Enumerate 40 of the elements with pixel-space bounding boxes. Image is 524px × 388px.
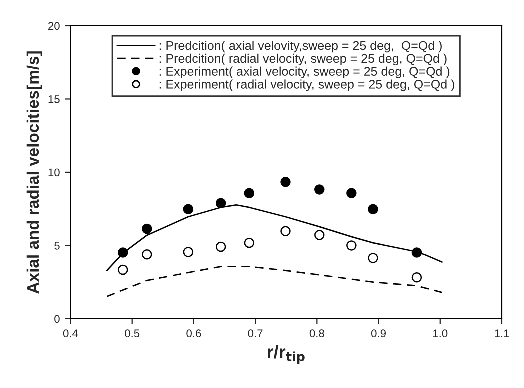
point <box>183 204 194 214</box>
point <box>280 177 291 188</box>
y-tick-label: 5 <box>54 242 60 250</box>
y-axis-title: Axial and radial velocities[m/s] <box>26 52 42 294</box>
legend-label: : Predcition( axial velovity,sweep = 25 deg, Q=Qd ) <box>160 40 442 53</box>
y-tick-label: 0 <box>54 315 60 324</box>
y-tick-label: 10 <box>48 168 60 177</box>
legend-label: : Experiment( axial velocity, sweep = 25 deg, Q=Qd ) <box>160 66 450 78</box>
x-tick-label: 0.9 <box>371 330 386 338</box>
legend-label: : Predcition( radial velocity, sweep = 25 deg, Q=Qd ) <box>160 54 447 66</box>
point <box>142 250 152 260</box>
x-tick-label: 1.0 <box>434 330 448 338</box>
x-tick-label: 1.1 <box>495 330 510 338</box>
point <box>412 272 422 283</box>
x-tick-label: 0.8 <box>310 330 324 338</box>
y-tick-label: 20 <box>48 22 60 30</box>
point <box>118 248 128 258</box>
point <box>368 204 378 214</box>
line-series <box>106 266 443 298</box>
point <box>314 230 325 240</box>
point <box>244 238 255 248</box>
y-tick-label: 15 <box>48 96 60 104</box>
point <box>346 240 357 251</box>
point <box>183 247 194 258</box>
point <box>142 224 152 234</box>
point <box>368 253 378 264</box>
legend-label: : Experiment( radial velocity, sweep = 25 deg, Q=Qd ) <box>160 80 454 92</box>
point <box>244 188 255 199</box>
x-tick-label: 0.5 <box>125 330 140 338</box>
x-tick-label: 0.7 <box>248 330 263 338</box>
point <box>216 198 226 208</box>
x-tick-label: 0.6 <box>186 330 202 338</box>
point <box>280 226 291 236</box>
x-tick-label: 0.4 <box>63 330 78 338</box>
point <box>412 248 422 258</box>
point <box>118 264 128 276</box>
point <box>216 242 226 252</box>
point <box>314 184 325 195</box>
point <box>346 188 357 199</box>
x-axis-title: r/r$_{tip}$ <box>268 345 305 364</box>
